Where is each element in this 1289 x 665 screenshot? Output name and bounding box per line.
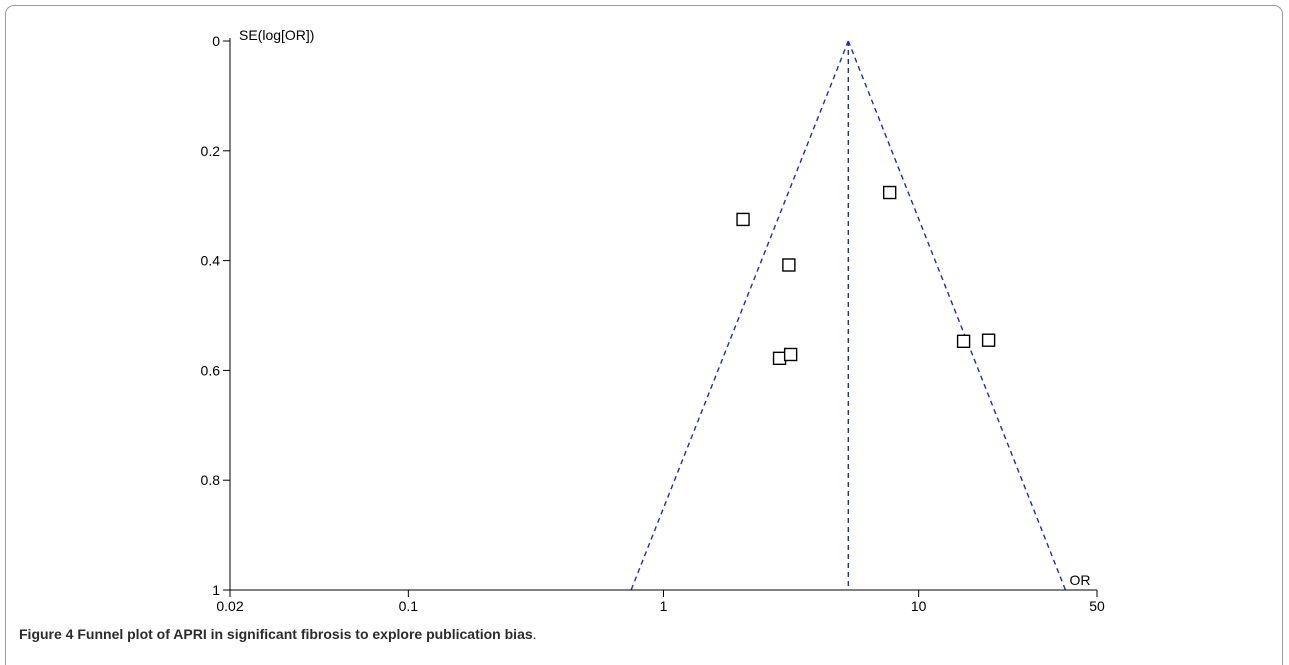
funnel-left-limit bbox=[630, 40, 849, 591]
study-point bbox=[736, 212, 750, 227]
study-point bbox=[882, 185, 897, 200]
x-tick-label: 0.02 bbox=[216, 598, 243, 614]
x-tick-label: 0.1 bbox=[399, 598, 419, 614]
figure-frame bbox=[5, 5, 1283, 665]
study-point bbox=[956, 334, 971, 349]
figure-caption: Figure 4 Funnel plot of APRI in signific… bbox=[19, 626, 537, 642]
x-tick-label: 50 bbox=[1089, 598, 1105, 614]
x-tick-label: 10 bbox=[911, 598, 927, 614]
y-tick-label: 0.8 bbox=[201, 472, 221, 488]
funnel-guides bbox=[630, 40, 1067, 591]
caption-end: . bbox=[532, 626, 537, 642]
y-axis-title: SE(log[OR]) bbox=[239, 27, 314, 43]
caption-text: Funnel plot of APRI in significant fibro… bbox=[77, 626, 533, 642]
y-tick-label: 0 bbox=[212, 33, 220, 49]
study-point bbox=[783, 347, 798, 362]
x-axis-title: OR bbox=[1070, 572, 1091, 588]
y-tick-label: 0.6 bbox=[201, 362, 221, 378]
y-tick-label: 1 bbox=[212, 582, 220, 598]
y-tick-label: 0.2 bbox=[201, 143, 221, 159]
study-point bbox=[981, 333, 996, 347]
y-tick-label: 0.4 bbox=[201, 253, 221, 269]
funnel-right-limit bbox=[847, 40, 1067, 591]
study-point bbox=[782, 258, 796, 272]
study-points bbox=[736, 185, 996, 366]
x-tick-label: 1 bbox=[660, 598, 668, 614]
study-point bbox=[772, 351, 787, 366]
caption-label: Figure 4 bbox=[19, 626, 74, 642]
